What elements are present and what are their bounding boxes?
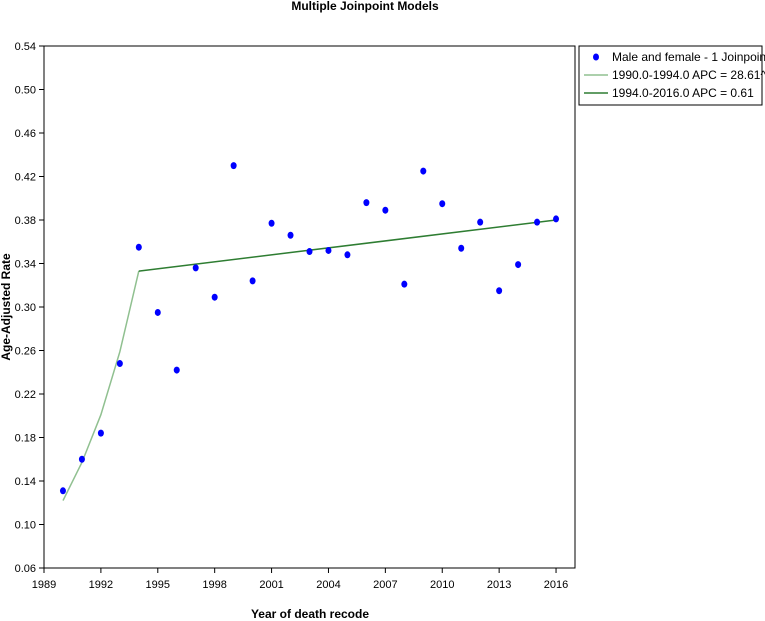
- data-point: [173, 366, 180, 374]
- joinpoint-segments: [62, 219, 557, 501]
- y-tick-label: 0.50: [15, 85, 36, 97]
- data-point: [192, 264, 199, 272]
- data-point: [59, 487, 66, 495]
- data-point: [287, 231, 294, 239]
- legend-label-2: 1994.0-2016.0 APC = 0.61: [612, 86, 754, 100]
- x-axis-title: Year of death recode: [251, 607, 369, 621]
- segment-line-2: [138, 219, 557, 272]
- x-tick-label: 1989: [32, 579, 56, 591]
- y-tick-label: 0.38: [15, 215, 36, 227]
- data-point: [553, 215, 560, 223]
- chart-title: Multiple Joinpoint Models: [291, 0, 439, 13]
- data-point: [534, 218, 541, 226]
- data-point: [420, 167, 427, 175]
- plot-area: [43, 45, 576, 569]
- x-tick-label: 2004: [316, 579, 340, 591]
- data-point: [249, 277, 256, 285]
- x-tick-label: 1995: [146, 579, 170, 591]
- y-tick-label: 0.06: [15, 563, 36, 575]
- x-tick-label: 2013: [487, 579, 511, 591]
- data-point: [78, 455, 85, 463]
- y-tick-label: 0.10: [15, 520, 36, 532]
- data-point: [439, 200, 446, 208]
- data-point: [230, 162, 237, 170]
- data-point: [135, 243, 142, 251]
- y-tick-label: 0.34: [15, 259, 36, 271]
- x-tick-label: 1998: [202, 579, 226, 591]
- y-tick-label: 0.14: [15, 476, 36, 488]
- data-point: [382, 206, 389, 214]
- data-point: [515, 261, 522, 269]
- data-point: [477, 218, 484, 226]
- data-point: [268, 219, 275, 227]
- y-tick-label: 0.30: [15, 302, 36, 314]
- y-tick-label: 0.26: [15, 346, 36, 358]
- data-point: [211, 293, 218, 301]
- segment-line-1: [62, 270, 140, 501]
- x-tick-label: 2007: [373, 579, 397, 591]
- x-tick-label: 2001: [259, 579, 283, 591]
- legend-label-1: 1990.0-1994.0 APC = 28.61^: [612, 68, 765, 82]
- y-tick-label: 0.22: [15, 389, 36, 401]
- data-point: [344, 251, 351, 259]
- x-tick-label: 1992: [89, 579, 113, 591]
- y-tick-label: 0.54: [15, 41, 36, 53]
- legend-label-0: Male and female - 1 Joinpoint: [612, 50, 765, 64]
- data-point: [496, 287, 503, 295]
- y-tick-label: 0.18: [15, 433, 36, 445]
- data-point: [458, 244, 465, 252]
- legend-marker-0: [593, 53, 599, 61]
- x-axis: 1989 1992 1995 1998 2001 2004 2007 2010 2013 2016: [32, 568, 568, 591]
- data-point: [363, 199, 370, 207]
- y-axis: 0.06 0.10 0.14 0.18 0.22 0.26 0.30 0.34 0.38 0.42…: [15, 41, 44, 575]
- legend: Male and female - 1 Joinpoint 1990.0-1994…: [578, 45, 765, 106]
- x-tick-label: 2016: [544, 579, 568, 591]
- y-tick-label: 0.46: [15, 128, 36, 140]
- data-point: [401, 280, 408, 288]
- y-axis-title: Age-Adjusted Rate: [0, 253, 13, 361]
- legend-box: [578, 45, 763, 106]
- data-point: [97, 429, 104, 437]
- y-tick-label: 0.42: [15, 172, 36, 184]
- data-point: [154, 308, 161, 316]
- data-point: [306, 248, 313, 256]
- data-point: [116, 360, 123, 368]
- data-points: [59, 162, 560, 495]
- x-tick-label: 2010: [430, 579, 454, 591]
- data-point: [325, 246, 332, 254]
